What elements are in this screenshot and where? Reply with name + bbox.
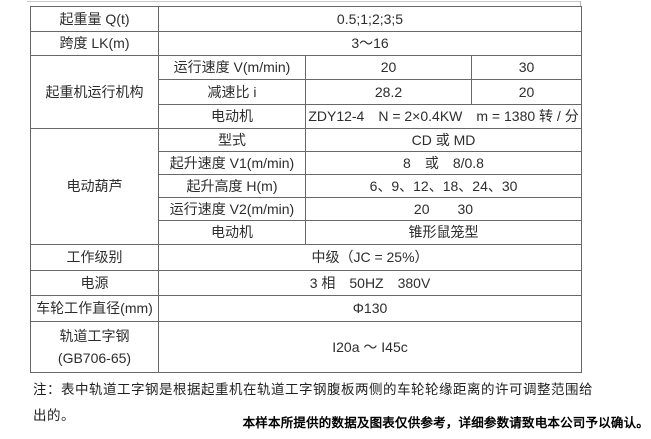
- row-hoist-type: 电动葫芦 型式 CD 或 MD: [30, 128, 583, 245]
- value-cell: 中级（JC = 25%）: [157, 244, 583, 271]
- rail-ibeam-label-line2: (GB706-65): [57, 350, 132, 366]
- section-label-cell-travel-mechanism: 起重机运行机构: [30, 55, 159, 129]
- value-cell: 20: [470, 79, 583, 105]
- crane-spec-table: 起重量 Q(t) 0.5;1;2;3;5 跨度 LK(m) 3～16 起重机运行…: [30, 6, 583, 373]
- label-cell: 工作级别: [30, 244, 159, 271]
- label-cell: 车轮工作直径(mm): [30, 295, 159, 322]
- row-rail-ibeam: 轨道工字钢 (GB706-65) I20a ～ I45c: [30, 321, 583, 373]
- section-label-cell-electric-hoist: 电动葫芦: [30, 128, 159, 245]
- row-hoist-travel-speed: 运行速度 V2(m/min) 20 30: [31, 197, 583, 221]
- top-hairline-divider: [27, 1, 581, 2]
- value-cell: 3～16: [157, 31, 583, 56]
- value-cell: I20a ～ I45c: [157, 321, 583, 373]
- rail-ibeam-label-line1: 轨道工字钢: [59, 328, 130, 344]
- row-lifting-speed: 起升速度 V1(m/min) 8 或 8/0.8: [31, 151, 583, 175]
- footnote-line-1: 注：表中轨道工字钢是根据起重机在轨道工字钢腹板两侧的车轮轮缘距离的许可调整范围给: [33, 382, 593, 397]
- footnote-line-2: 出的。: [33, 408, 75, 423]
- value-cell: 20: [305, 55, 472, 80]
- value-cell: 6、9、12、18、24、30: [304, 174, 583, 198]
- top-right-border-stub: [580, 1, 581, 7]
- footnote-text: 注：表中轨道工字钢是根据起重机在轨道工字钢腹板两侧的车轮轮缘距离的许可调整范围给…: [33, 377, 595, 429]
- value-cell: Φ130: [157, 295, 583, 322]
- value-cell: 3 相 50HZ 380V: [157, 270, 583, 296]
- sub-label-cell: 运行速度 V(m/min): [158, 55, 306, 80]
- row-travel-motor: 电动机 ZDY12-4 N = 2×0.4KW m = 1380 转 / 分: [31, 104, 583, 129]
- value-cell: 锥形鼠笼型: [304, 220, 583, 245]
- sub-label-cell: 运行速度 V2(m/min): [158, 197, 306, 221]
- sub-label-cell: 起升速度 V1(m/min): [158, 151, 306, 175]
- value-cell: 28.2: [305, 79, 472, 105]
- sub-label-cell: 电动机: [158, 220, 306, 245]
- row-reduction-ratio: 减速比 i 28.2 20: [31, 79, 583, 105]
- value-cell: 0.5;1;2;3;5: [157, 6, 583, 32]
- label-cell-two-line: 轨道工字钢 (GB706-65): [30, 321, 159, 373]
- row-power-supply: 电源 3 相 50HZ 380V: [30, 270, 583, 296]
- row-lifting-height: 起升高度 H(m) 6、9、12、18、24、30: [31, 174, 583, 198]
- label-cell: 电源: [30, 270, 159, 296]
- label-cell: 起重量 Q(t): [30, 6, 159, 32]
- row-wheel-diameter: 车轮工作直径(mm) Φ130: [30, 295, 583, 322]
- value-cell: 8 或 8/0.8: [304, 151, 583, 175]
- value-cell: CD 或 MD: [304, 128, 583, 152]
- value-cell: ZDY12-4 N = 2×0.4KW m = 1380 转 / 分: [304, 104, 583, 129]
- row-span: 跨度 LK(m) 3～16: [30, 31, 583, 56]
- sub-label-cell: 减速比 i: [158, 79, 306, 105]
- row-lifting-capacity: 起重量 Q(t) 0.5;1;2;3;5: [30, 6, 583, 32]
- label-cell: 跨度 LK(m): [30, 31, 159, 56]
- row-travel-speed: 起重机运行机构 运行速度 V(m/min) 20 30: [30, 55, 583, 129]
- disclaimer-text: 本样本所提供的数据及图表仅供参考，详细参数请致电本公司予以确认。: [242, 416, 649, 430]
- sub-label-cell: 起升高度 H(m): [158, 174, 306, 198]
- sub-label-cell: 型式: [158, 128, 306, 152]
- value-cell: 30: [470, 55, 583, 80]
- row-work-class: 工作级别 中级（JC = 25%）: [30, 244, 583, 271]
- row-hoist-motor: 电动机 锥形鼠笼型: [31, 220, 583, 245]
- sub-label-cell: 电动机: [158, 104, 306, 129]
- value-cell: 20 30: [304, 197, 583, 221]
